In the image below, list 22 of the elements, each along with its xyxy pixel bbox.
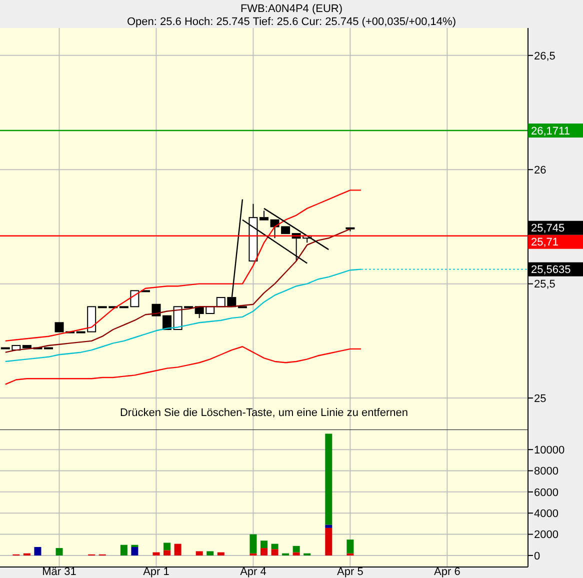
y-tick-label: 26,5 bbox=[534, 50, 556, 62]
annotation: Drücken Sie die Löschen-Taste, um eine Linie zu entfernen bbox=[120, 407, 408, 419]
x-tick-label: Mär 31 bbox=[42, 566, 76, 578]
x-tick-label: Apr 1 bbox=[143, 566, 170, 578]
y-tick-label: 26 bbox=[534, 164, 546, 176]
y-tick-label: 6000 bbox=[534, 486, 558, 499]
data-label: 25,5635 bbox=[531, 264, 571, 276]
y-tick-label: 8000 bbox=[534, 466, 558, 478]
x-tick-label: Apr 5 bbox=[337, 566, 364, 578]
y-tick-label: 4000 bbox=[534, 508, 558, 520]
chart-subtitle: Open: 25.6 Hoch: 25.745 Tief: 25.6 Cur: 25.745 (+00,035/+00,14%) bbox=[126, 16, 456, 28]
x-tick-label: Apr 4 bbox=[240, 566, 266, 578]
y-tick-label: 10000 bbox=[534, 444, 565, 456]
y-tick-label: 25 bbox=[534, 392, 546, 405]
ref-line-label: 25,71 bbox=[531, 236, 559, 249]
y-tick-label: 2000 bbox=[534, 529, 558, 542]
ref-line-label: 26,1711 bbox=[531, 125, 570, 138]
y-tick-label: 0 bbox=[534, 550, 540, 562]
y-tick-label: 25,5 bbox=[534, 278, 556, 291]
chart-title: FWB:A0N4P4 (EUR) bbox=[240, 3, 343, 15]
text: 25,745 bbox=[531, 222, 565, 235]
x-tick-label: Apr 6 bbox=[434, 566, 460, 578]
